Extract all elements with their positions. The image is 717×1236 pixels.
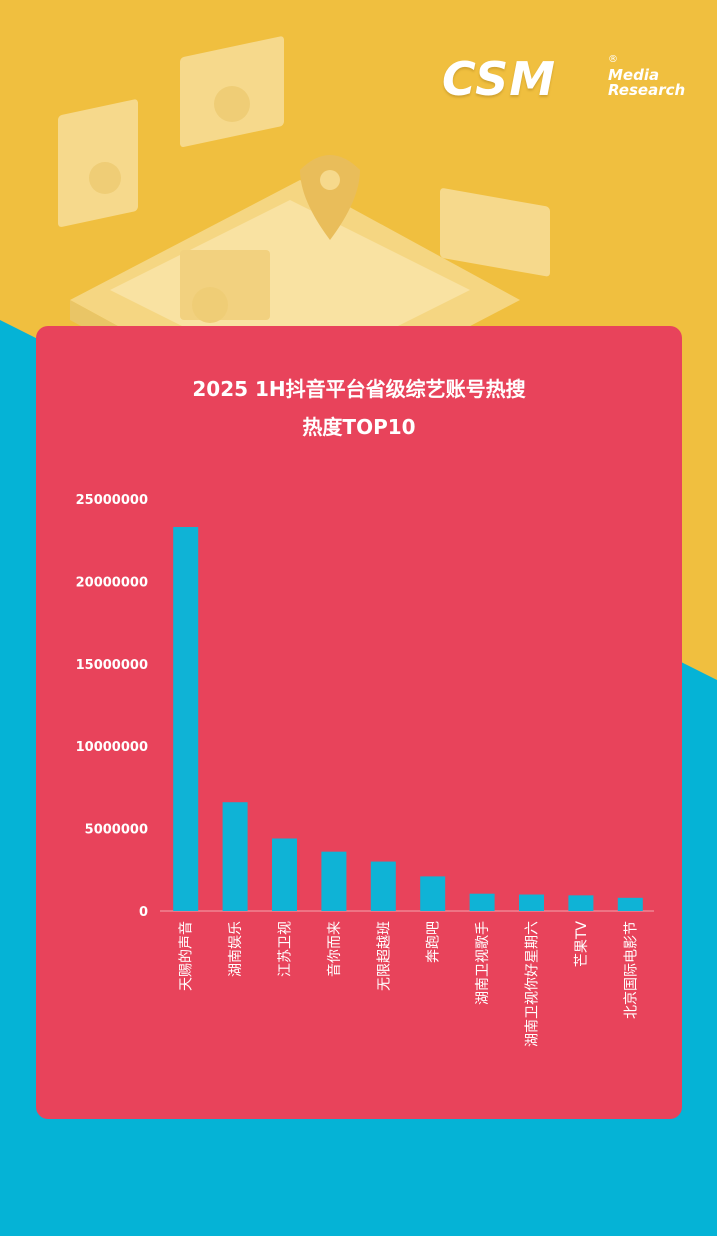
- chart-card: 2025 1H抖音平台省级综艺账号热搜 热度TOP10 0 5000000 1000…: [36, 326, 682, 1119]
- bar: [173, 527, 199, 911]
- x-category-label: 江苏卫视: [278, 921, 294, 977]
- y-tick-label: 5000000: [85, 823, 148, 838]
- logo-sub-research: Research: [608, 81, 686, 99]
- bar: [222, 802, 248, 911]
- x-category-label: 北京国际电影节: [623, 921, 639, 1019]
- x-category-label: 湖南卫视你好星期六: [525, 921, 541, 1047]
- bar: [272, 838, 297, 911]
- chart-title: 2025 1H抖音平台省级综艺账号热搜 热度TOP10: [36, 370, 682, 446]
- x-category-label: 湖南卫视歌手: [475, 921, 491, 1005]
- bar: [469, 893, 495, 911]
- x-category-label: 天赐的声音: [178, 921, 195, 991]
- bar: [617, 897, 643, 911]
- y-tick-label: 25000000: [76, 493, 148, 508]
- bar-chart: 0 5000000 10000000 15000000 20000000 25000000…: [76, 493, 654, 1047]
- y-tick-label: 10000000: [76, 740, 148, 755]
- bar: [420, 876, 446, 911]
- bar: [321, 851, 347, 911]
- y-tick-label: 0: [139, 905, 148, 920]
- y-tick-label: 20000000: [76, 575, 148, 590]
- logo-registered-mark: ®: [608, 54, 618, 65]
- logo-subtitle: Media Research: [608, 68, 685, 98]
- x-category-label: 湖南娱乐: [228, 921, 244, 977]
- chart-title-line-1: 2025 1H抖音平台省级综艺账号热搜: [192, 377, 526, 401]
- x-category-label: 无限超越班: [376, 921, 392, 991]
- chart-title-line-2: 热度TOP10: [302, 415, 416, 439]
- x-category-label: 奔跑吧: [426, 921, 442, 963]
- bar: [519, 894, 544, 911]
- y-tick-label: 15000000: [76, 658, 148, 673]
- logo-main-text: CSM: [442, 52, 557, 106]
- csm-logo: CSM ® Media Research: [442, 52, 692, 112]
- logo-sub-media: Media: [608, 66, 660, 84]
- bar: [568, 895, 594, 911]
- x-category-label: 芒果TV: [574, 921, 590, 968]
- x-category-label: 音你而来: [326, 921, 343, 977]
- bar: [370, 861, 396, 911]
